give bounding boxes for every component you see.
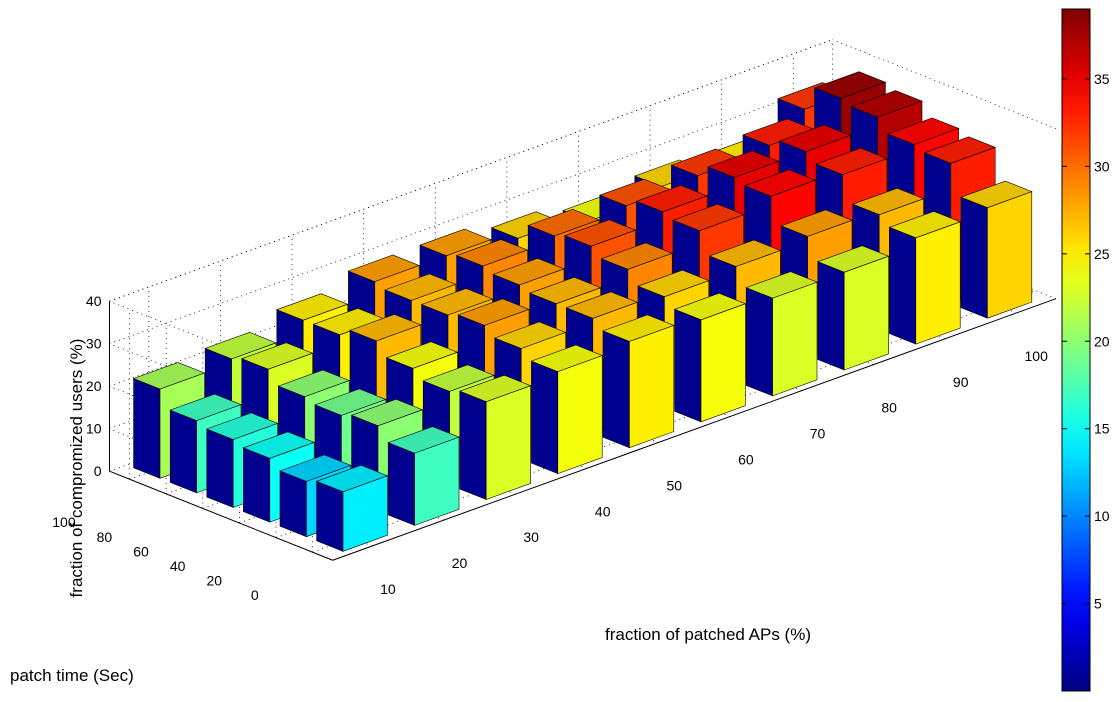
x-tick-label: 90: [953, 374, 969, 390]
colorbar-tick-label: 5: [1094, 596, 1102, 612]
bar: [816, 245, 890, 371]
bar: [315, 464, 389, 552]
bars: [132, 71, 1033, 552]
x-tick-label: 100: [1025, 348, 1049, 364]
z-axis-label: fraction of compromized users (%): [67, 339, 86, 598]
bar: [673, 292, 747, 423]
colorbar-ticks: 5 10 15 20 25 30 35: [1062, 71, 1110, 612]
x-tick-label: 60: [738, 452, 754, 468]
x-tick-label: 40: [595, 503, 611, 519]
colorbar-gradient: [1061, 8, 1091, 692]
z-tick-label: 20: [86, 378, 102, 394]
y-tick-label: 20: [206, 573, 222, 589]
colorbar-tick-label: 25: [1094, 246, 1110, 262]
x-tick-label: 70: [810, 426, 826, 442]
x-axis-label: fraction of patched APs (%): [605, 625, 811, 644]
bar: [745, 271, 818, 397]
bar: [530, 344, 604, 475]
grid-line-z-back: [109, 81, 833, 345]
bar: [602, 314, 675, 449]
x-axis-line: [332, 298, 1057, 561]
y-tick-label: 100: [52, 514, 76, 530]
bar: [960, 180, 1033, 319]
bar: [387, 426, 460, 526]
y-axis-label: patch time (Sec): [10, 666, 134, 685]
bar: [888, 210, 962, 345]
x-tick-label: 50: [667, 477, 683, 493]
grid-edge: [109, 39, 833, 302]
colorbar-tick-label: 20: [1094, 333, 1110, 349]
y-tick-label: 80: [97, 529, 113, 545]
y-tick-label: 40: [170, 558, 186, 574]
x-tick-label: 30: [523, 529, 539, 545]
x-tick-label: 10: [380, 581, 396, 597]
y-tick-label: 0: [251, 587, 259, 603]
bar: [458, 374, 532, 500]
x-tick-label: 80: [881, 400, 897, 416]
z-tick-label: 10: [86, 421, 102, 437]
y-tick-label: 60: [133, 543, 149, 559]
z-tick-label: 40: [86, 293, 102, 309]
z-tick-label: 0: [94, 463, 102, 479]
colorbar-tick-label: 15: [1094, 421, 1110, 437]
colorbar-tick-label: 35: [1094, 71, 1110, 87]
colorbar: 5 10 15 20 25 30 35: [1061, 8, 1110, 692]
colorbar-tick-label: 30: [1094, 158, 1110, 174]
z-tick-label: 30: [86, 336, 102, 352]
y-axis-line: [109, 470, 333, 561]
x-tick-label: 20: [452, 555, 468, 571]
axes-frame: [108, 298, 1057, 561]
grid-edge: [832, 39, 1057, 130]
axis-ticks: 10 20 30 40 50 60 70 80 90 100 0 20 40 60 80 100 0 10 20 30…: [52, 293, 1048, 603]
colorbar-tick-label: 10: [1094, 508, 1110, 524]
